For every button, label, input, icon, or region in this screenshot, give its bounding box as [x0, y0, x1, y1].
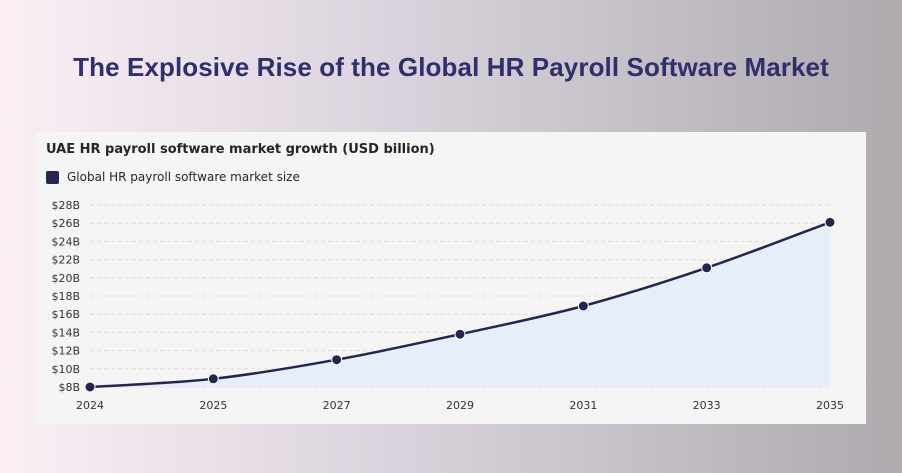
data-point[interactable]: [207, 373, 219, 385]
data-points: [84, 216, 836, 393]
data-point[interactable]: [454, 328, 466, 340]
legend-label: Global HR payroll software market size: [67, 170, 300, 184]
data-point[interactable]: [824, 216, 836, 228]
y-tick-label: $16B: [51, 308, 80, 321]
legend-swatch: [46, 170, 59, 184]
legend: Global HR payroll software market size: [46, 170, 300, 184]
x-tick-label: 2035: [816, 399, 844, 412]
chart-card: $8B $10B $12B $14B $16B $18B $20B $22B $24B $26B $…: [36, 132, 866, 424]
y-tick-label: $14B: [51, 326, 80, 339]
x-tick-label: 2031: [569, 399, 597, 412]
chart-plot: $8B $10B $12B $14B $16B $18B $20B $22B $24B $26B $…: [51, 199, 844, 412]
y-tick-label: $20B: [51, 272, 80, 285]
x-tick-label: 2033: [693, 399, 721, 412]
y-tick-labels: $8B $10B $12B $14B $16B $18B $20B $22B $24B $26B $…: [51, 199, 80, 394]
y-tick-label: $12B: [51, 345, 80, 358]
y-tick-label: $24B: [51, 235, 80, 248]
x-tick-label: 2024: [76, 399, 104, 412]
page-title: The Explosive Rise of the Global HR Payr…: [73, 52, 829, 82]
data-point[interactable]: [577, 300, 589, 312]
y-tick-label: $22B: [51, 254, 80, 267]
y-tick-label: $18B: [51, 290, 80, 303]
data-point[interactable]: [84, 381, 96, 393]
y-tick-label: $8B: [58, 381, 80, 394]
y-tick-label: $10B: [51, 363, 80, 376]
x-tick-label: 2025: [199, 399, 227, 412]
y-tick-label: $28B: [51, 199, 80, 212]
series-area-fill: [90, 222, 830, 387]
data-point[interactable]: [331, 354, 343, 366]
chart-title: UAE HR payroll software market growth (U…: [46, 142, 435, 157]
data-point[interactable]: [701, 262, 713, 274]
x-tick-label: 2029: [446, 399, 474, 412]
y-tick-label: $26B: [51, 217, 80, 230]
x-tick-labels: 2024 2025 2027 2029 2031 2033 2035: [76, 399, 844, 412]
x-tick-label: 2027: [323, 399, 351, 412]
